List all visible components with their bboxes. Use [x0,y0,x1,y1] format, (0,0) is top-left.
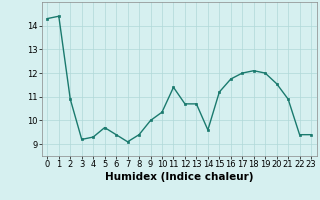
X-axis label: Humidex (Indice chaleur): Humidex (Indice chaleur) [105,172,253,182]
